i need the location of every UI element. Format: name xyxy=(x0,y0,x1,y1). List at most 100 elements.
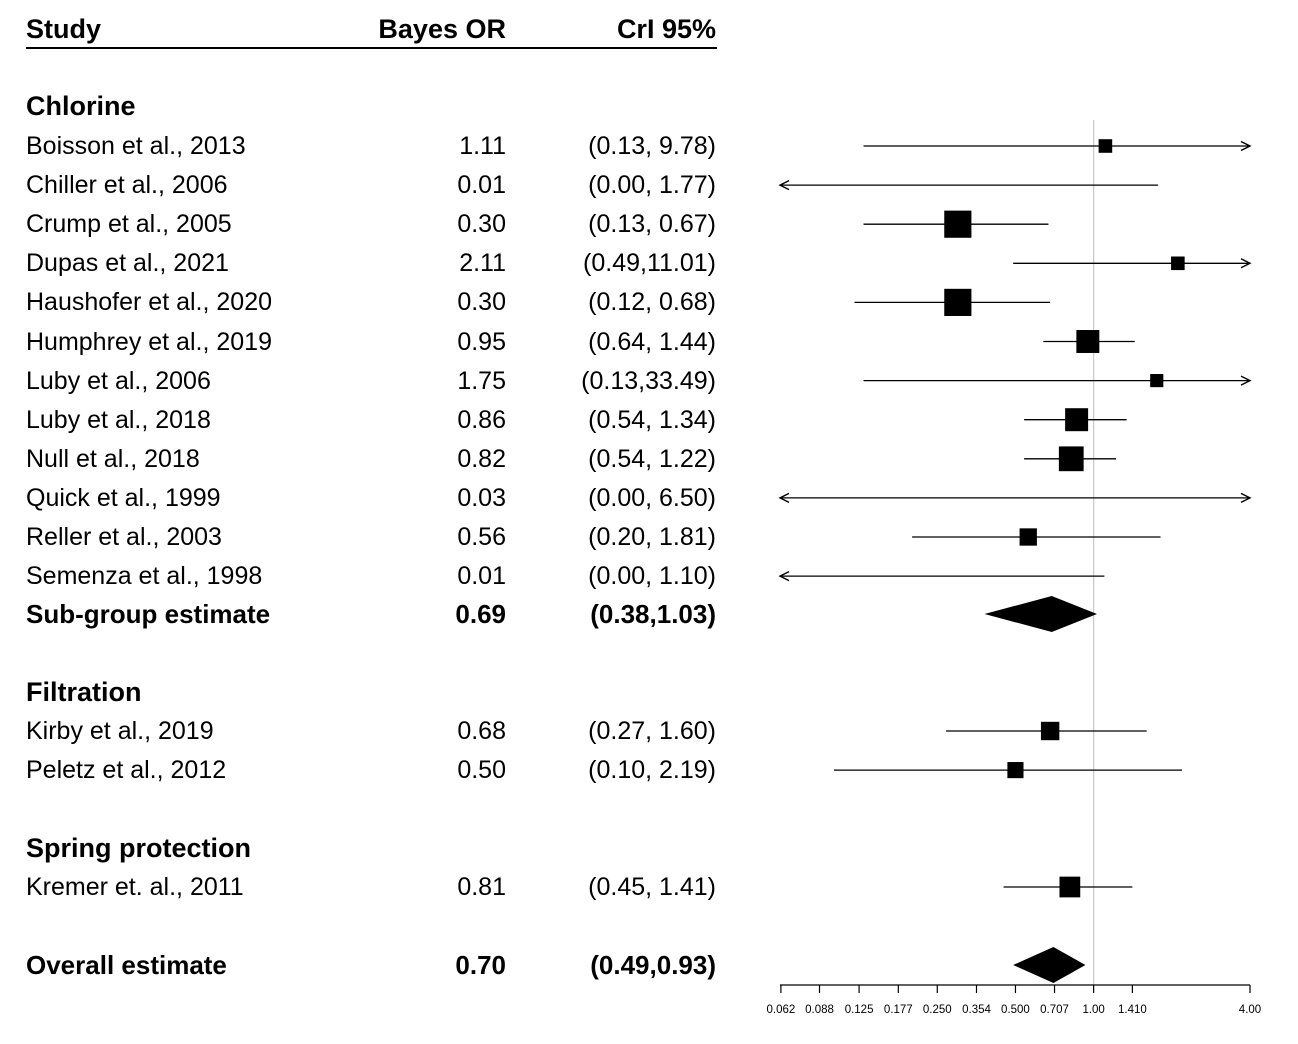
ci-arrow-left-g0-s9 xyxy=(778,492,790,504)
odds-ratio: 0.30 xyxy=(457,210,506,239)
table-row: Kirby et al., 2019 0.68 (0.27, 1.60) xyxy=(0,714,760,748)
study-name: Kirby et al., 2019 xyxy=(26,717,214,745)
credible-interval: (0.27, 1.60) xyxy=(588,717,716,745)
ci-arrow-left-g0-s11 xyxy=(778,570,790,582)
study-name: Humphrey et al., 2019 xyxy=(26,327,272,356)
credible-interval: (0.00, 1.10) xyxy=(588,562,716,591)
credible-interval: (0.54, 1.34) xyxy=(588,405,716,434)
study-name: Null et al., 2018 xyxy=(26,444,200,473)
x-tick-label-8: 1.00 xyxy=(1082,1004,1104,1016)
credible-interval: (0.49,11.01) xyxy=(583,249,716,278)
credible-interval: (0.20, 1.81) xyxy=(588,523,716,551)
overall-or: 0.70 xyxy=(455,950,506,980)
study-name: Haushofer et al., 2020 xyxy=(26,288,272,317)
table-row: Crump et al., 2005 0.30 (0.13, 0.67) xyxy=(0,207,760,241)
study-name: Reller et al., 2003 xyxy=(26,523,222,551)
table-row: Quick et al., 1999 0.03 (0.00, 6.50) xyxy=(0,481,760,515)
study-name: Kremer et. al., 2011 xyxy=(26,873,244,901)
x-tick-label-9: 1.410 xyxy=(1118,1004,1147,1016)
odds-ratio: 0.81 xyxy=(457,873,506,901)
ci-arrow-left-g0-s1 xyxy=(778,179,790,191)
ci-arrow-right-g0-s9 xyxy=(1240,492,1252,504)
point-estimate-g0-s2 xyxy=(944,210,972,238)
table-row: Humphrey et al., 2019 0.95 (0.64, 1.44) xyxy=(0,325,760,359)
study-name: Luby et al., 2006 xyxy=(26,366,211,395)
x-tick-label-2: 0.125 xyxy=(845,1004,874,1016)
point-estimate-g0-s10 xyxy=(1019,528,1037,546)
table-row: Boisson et al., 2013 1.11 (0.13, 9.78) xyxy=(0,129,760,163)
credible-interval: (0.13, 0.67) xyxy=(588,210,716,239)
point-estimate-g2-s0 xyxy=(1059,876,1081,898)
study-name: Dupas et al., 2021 xyxy=(26,249,229,278)
credible-interval: (0.64, 1.44) xyxy=(588,327,716,356)
study-name: Luby et al., 2018 xyxy=(26,405,211,434)
ci-arrow-right-g0-s6 xyxy=(1240,375,1252,386)
x-tick-label-5: 0.354 xyxy=(962,1004,991,1016)
ci-arrow-right-g0-s3 xyxy=(1240,258,1252,269)
odds-ratio: 1.11 xyxy=(459,132,506,160)
header-study: Study xyxy=(26,14,102,44)
x-tick-label-0: 0.062 xyxy=(767,1004,796,1016)
odds-ratio: 0.01 xyxy=(457,562,506,591)
x-tick-label-4: 0.250 xyxy=(923,1004,952,1016)
x-tick-label-1: 0.088 xyxy=(805,1004,834,1016)
subgroup-label: Sub-group estimate xyxy=(26,599,271,629)
subgroup-ci: (0.38,1.03) xyxy=(590,599,716,629)
table-row: Kremer et. al., 2011 0.81 (0.45, 1.41) xyxy=(0,870,760,904)
odds-ratio: 2.11 xyxy=(459,249,506,278)
subgroup-row: Sub-group estimate 0.69 (0.38,1.03) xyxy=(0,597,760,631)
study-name: Chiller et al., 2006 xyxy=(26,171,228,200)
table-row: Haushofer et al., 2020 0.30 (0.12, 0.68) xyxy=(0,285,760,319)
overall-diamond xyxy=(1013,947,1086,983)
point-estimate-g1-s1 xyxy=(1007,762,1024,779)
ci-arrow-right-g0-s0 xyxy=(1240,140,1252,152)
table-row: Luby et al., 2018 0.86 (0.54, 1.34) xyxy=(0,403,760,437)
credible-interval: (0.12, 0.68) xyxy=(588,288,716,317)
point-estimate-g0-s5 xyxy=(1076,330,1100,353)
table-row: Dupas et al., 2021 2.11 (0.49,11.01) xyxy=(0,246,760,280)
header-cri: CrI 95% xyxy=(616,14,716,44)
header-bayes-or: Bayes OR xyxy=(378,14,506,44)
overall-ci: (0.49,0.93) xyxy=(590,950,716,980)
odds-ratio: 0.30 xyxy=(457,288,506,317)
header-rule xyxy=(26,47,717,49)
study-name: Semenza et al., 1998 xyxy=(26,562,263,591)
odds-ratio: 0.03 xyxy=(457,483,506,512)
point-estimate-g0-s7 xyxy=(1065,408,1089,432)
study-name: Boisson et al., 2013 xyxy=(26,132,246,160)
table-row: Reller et al., 2003 0.56 (0.20, 1.81) xyxy=(0,520,760,554)
table-row: Luby et al., 2006 1.75 (0.13,33.49) xyxy=(0,364,760,398)
overall-row: Overall estimate 0.70 (0.49,0.93) xyxy=(0,948,760,982)
table-row: Null et al., 2018 0.82 (0.54, 1.22) xyxy=(0,442,760,476)
subgroup-diamond-0 xyxy=(984,596,1097,632)
table-row: Semenza et al., 1998 0.01 (0.00, 1.10) xyxy=(0,559,760,593)
point-estimate-g0-s4 xyxy=(944,288,972,316)
odds-ratio: 1.75 xyxy=(457,366,506,395)
overall-label: Overall estimate xyxy=(26,950,227,980)
subgroup-or: 0.69 xyxy=(455,599,506,629)
group-title: Chlorine xyxy=(26,91,136,121)
credible-interval: (0.10, 2.19) xyxy=(588,756,716,785)
study-name: Quick et al., 1999 xyxy=(26,483,221,512)
group-title: Filtration xyxy=(26,677,142,707)
point-estimate-g0-s8 xyxy=(1058,446,1084,472)
study-name: Crump et al., 2005 xyxy=(26,210,232,239)
table-row: Chiller et al., 2006 0.01 (0.00, 1.77) xyxy=(0,168,760,202)
study-name: Peletz et al., 2012 xyxy=(26,756,227,785)
point-estimate-g0-s6 xyxy=(1150,374,1164,388)
credible-interval: (0.54, 1.22) xyxy=(588,444,716,473)
credible-interval: (0.00, 6.50) xyxy=(588,483,716,512)
x-tick-label-6: 0.500 xyxy=(1001,1004,1030,1016)
credible-interval: (0.45, 1.41) xyxy=(588,873,716,901)
odds-ratio: 0.68 xyxy=(457,717,506,745)
point-estimate-g0-s0 xyxy=(1098,139,1113,153)
credible-interval: (0.13, 9.78) xyxy=(588,132,716,160)
odds-ratio: 0.01 xyxy=(457,171,506,200)
x-tick-label-3: 0.177 xyxy=(884,1004,913,1016)
odds-ratio: 0.95 xyxy=(457,327,506,356)
x-tick-label-10: 4.00 xyxy=(1239,1004,1261,1016)
point-estimate-g0-s3 xyxy=(1171,256,1185,271)
table-row: Peletz et al., 2012 0.50 (0.10, 2.19) xyxy=(0,753,760,787)
odds-ratio: 0.56 xyxy=(457,523,506,551)
